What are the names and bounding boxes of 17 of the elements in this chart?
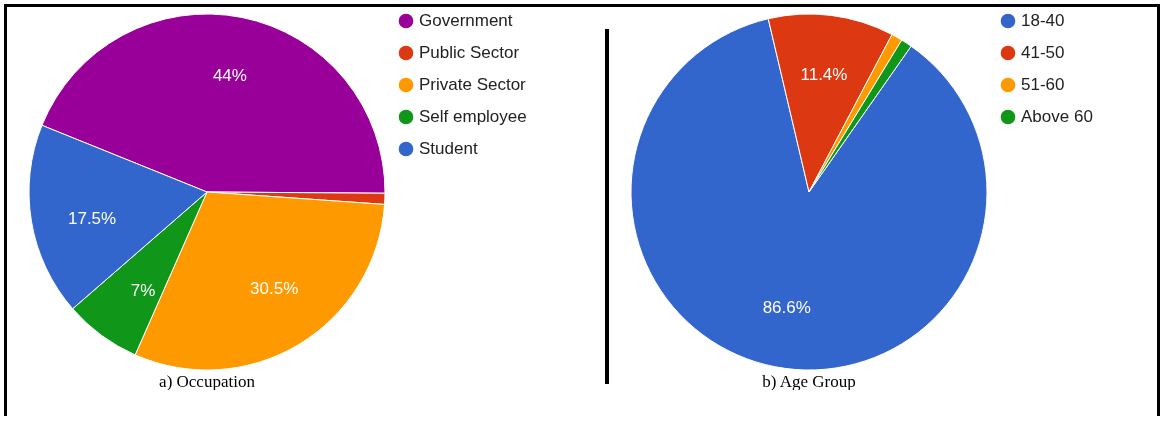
legend-label: 41-50 (1021, 43, 1065, 62)
legend-label: Student (419, 139, 478, 158)
legend-label: Above 60 (1021, 107, 1093, 126)
data-label: 30.5% (250, 279, 299, 299)
legend-label: Self employee (419, 107, 527, 126)
data-label: 17.5% (67, 208, 117, 228)
legend-label: Government (419, 11, 513, 30)
legend-label: 18-40 (1021, 11, 1065, 30)
text: a) Occupation (159, 372, 256, 391)
legend-label: 51-60 (1021, 75, 1065, 94)
data-label: 44% (212, 66, 247, 86)
legend-label: Public Sector (419, 43, 520, 62)
data-label: 86.6% (762, 297, 811, 317)
data-label: 7% (130, 281, 156, 301)
legend-label: Private Sector (419, 75, 527, 94)
text: b) Age Group (762, 372, 856, 391)
data-label: 11.4% (800, 64, 848, 84)
